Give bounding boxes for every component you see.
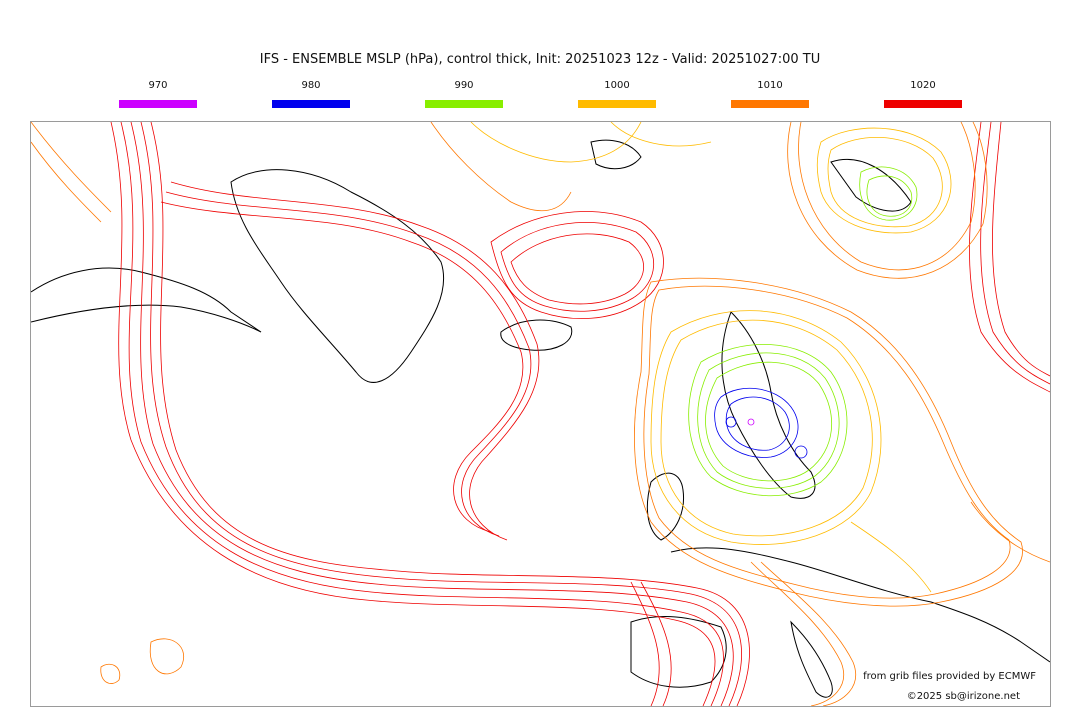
iceland-coast bbox=[500, 319, 573, 351]
source-credit: from grib files provided by ECMWF bbox=[861, 671, 1038, 682]
copyright-credit: ©2025 sb@irizone.net bbox=[904, 691, 1022, 702]
contours-980 bbox=[714, 387, 808, 459]
iberia-coast bbox=[630, 616, 727, 688]
contours-990 bbox=[688, 166, 918, 497]
greenland-coast bbox=[230, 169, 445, 383]
north-america-coast bbox=[31, 267, 262, 333]
europe-coast bbox=[670, 547, 1050, 663]
legend-label: 970 bbox=[148, 80, 168, 91]
scandinavia-coast bbox=[721, 311, 816, 499]
legend-swatch bbox=[272, 100, 350, 108]
legend-label: 980 bbox=[301, 80, 321, 91]
contours-1000 bbox=[470, 122, 952, 593]
legend-item-1020: 1020 bbox=[884, 80, 962, 108]
map-canvas bbox=[31, 122, 1050, 706]
legend-label: 1000 bbox=[604, 80, 630, 91]
novaya-zemlya-coast bbox=[830, 158, 912, 212]
legend-swatch bbox=[425, 100, 503, 108]
svalbard-coast bbox=[590, 139, 642, 170]
legend-swatch bbox=[119, 100, 197, 108]
contours-970 bbox=[747, 418, 755, 426]
legend-item-1000: 1000 bbox=[578, 80, 656, 108]
map-title: IFS - ENSEMBLE MSLP (hPa), control thick… bbox=[259, 52, 821, 67]
mslp-map bbox=[30, 121, 1051, 707]
contours-1020 bbox=[110, 122, 1050, 706]
pressure-legend: 970 980 990 1000 1010 1020 bbox=[0, 80, 1080, 112]
legend-swatch bbox=[731, 100, 809, 108]
italy-coast bbox=[790, 620, 833, 698]
british-isles-coast bbox=[646, 472, 685, 541]
legend-swatch bbox=[578, 100, 656, 108]
legend-label: 1010 bbox=[757, 80, 783, 91]
legend-item-980: 980 bbox=[272, 80, 350, 108]
legend-label: 990 bbox=[454, 80, 474, 91]
coastlines bbox=[31, 139, 1050, 698]
legend-item-1010: 1010 bbox=[731, 80, 809, 108]
contours-1010 bbox=[31, 122, 1050, 706]
legend-swatch bbox=[884, 100, 962, 108]
legend-label: 1020 bbox=[910, 80, 936, 91]
legend-item-970: 970 bbox=[119, 80, 197, 108]
legend-item-990: 990 bbox=[425, 80, 503, 108]
